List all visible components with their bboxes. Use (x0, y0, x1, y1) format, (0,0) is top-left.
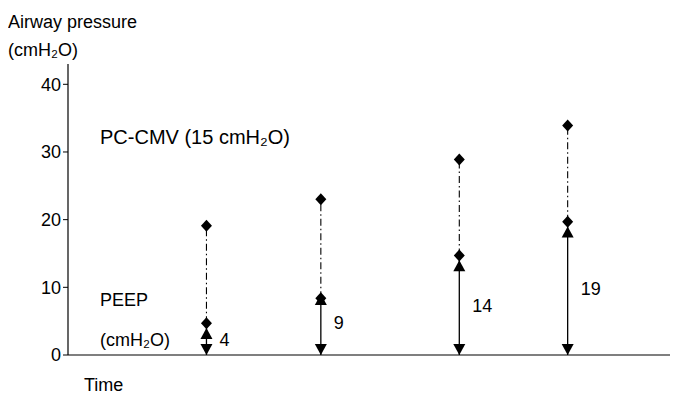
svg-text:9: 9 (334, 313, 344, 333)
svg-text:14: 14 (472, 296, 492, 316)
svg-text:4: 4 (219, 330, 229, 350)
html-text:Time: Time (84, 375, 124, 395)
svg-text:19: 19 (581, 279, 601, 299)
svg-text:20: 20 (41, 210, 61, 230)
html-text:PEEP (cmH₂O): PEEP (cmH₂O) (100, 290, 170, 350)
svg-text:40: 40 (41, 75, 61, 95)
html-text:Airway pressure (cmH₂O): Airway pressure (cmH₂O) (8, 12, 137, 60)
html-text:PC-CMV (15 cmH₂O): PC-CMV (15 cmH₂O) (100, 126, 290, 148)
svg-text:30: 30 (41, 142, 61, 162)
svg-text:10: 10 (41, 278, 61, 298)
svg-text:0: 0 (51, 345, 61, 365)
